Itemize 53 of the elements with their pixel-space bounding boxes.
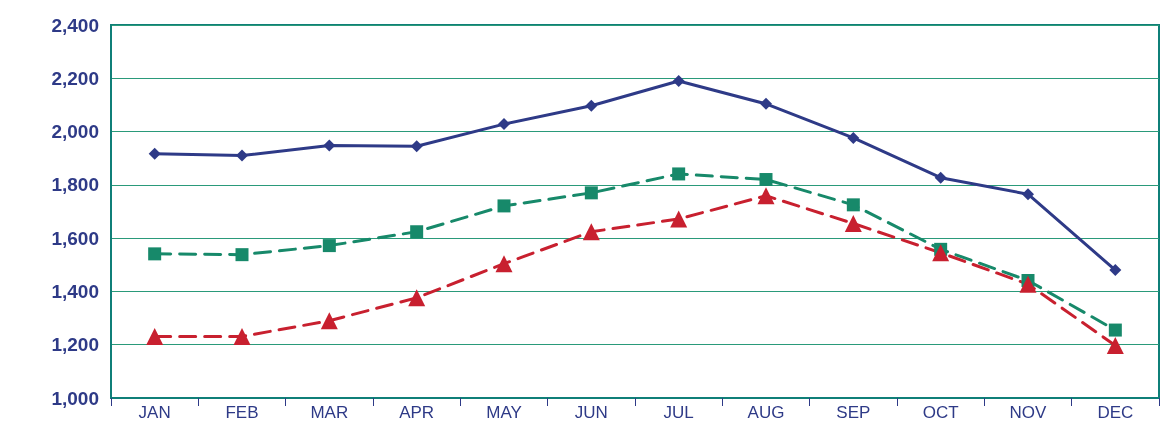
x-tick-label: DEC	[1097, 403, 1134, 422]
point	[932, 244, 950, 262]
point	[233, 327, 251, 345]
y-tick-label: 2,000	[51, 121, 99, 143]
x-tick-label: JUL	[663, 403, 694, 422]
point	[670, 210, 688, 228]
point	[236, 149, 248, 162]
point	[584, 186, 598, 200]
point	[759, 173, 773, 187]
x-tick-label: AUG	[747, 403, 785, 422]
point	[934, 171, 947, 184]
point	[847, 131, 860, 144]
point	[497, 199, 511, 213]
x-tick-label: JAN	[138, 403, 171, 422]
x-tick-label: OCT	[922, 403, 959, 422]
point	[1019, 275, 1037, 293]
x-tick-label: MAR	[310, 403, 349, 422]
y-tick-label: 2,200	[51, 67, 99, 89]
point	[322, 239, 336, 253]
x-tick-label: MAY	[486, 403, 522, 422]
point	[760, 97, 772, 110]
point	[148, 147, 161, 160]
point	[148, 247, 162, 261]
point	[495, 255, 513, 273]
x-tick-label: NOV	[1009, 403, 1048, 422]
y-tick-label: 1,200	[51, 334, 99, 356]
point	[410, 140, 423, 153]
point	[146, 327, 164, 345]
point	[585, 99, 598, 112]
x-tick-label: SEP	[836, 403, 871, 422]
x-tick-label: FEB	[225, 403, 259, 422]
y-tick-label: 2,400	[51, 14, 99, 36]
y-tick-label: 1,000	[51, 387, 99, 409]
point	[408, 289, 426, 307]
point	[757, 187, 775, 205]
x-tick-label: APR	[399, 403, 435, 422]
point	[844, 214, 862, 232]
point	[582, 223, 600, 241]
point	[1106, 337, 1124, 355]
point	[846, 198, 860, 212]
x-tick-label: JUN	[574, 403, 608, 422]
point	[1022, 188, 1034, 201]
point	[672, 74, 685, 87]
point	[672, 167, 686, 181]
point	[1109, 264, 1122, 277]
y-tick-label: 1,600	[51, 227, 99, 249]
point	[320, 312, 338, 330]
y-tick-label: 1,400	[51, 280, 99, 302]
point	[498, 118, 510, 131]
point	[1108, 323, 1122, 337]
point	[410, 225, 424, 239]
y-tick-label: 1,800	[51, 174, 99, 196]
point	[235, 248, 249, 262]
